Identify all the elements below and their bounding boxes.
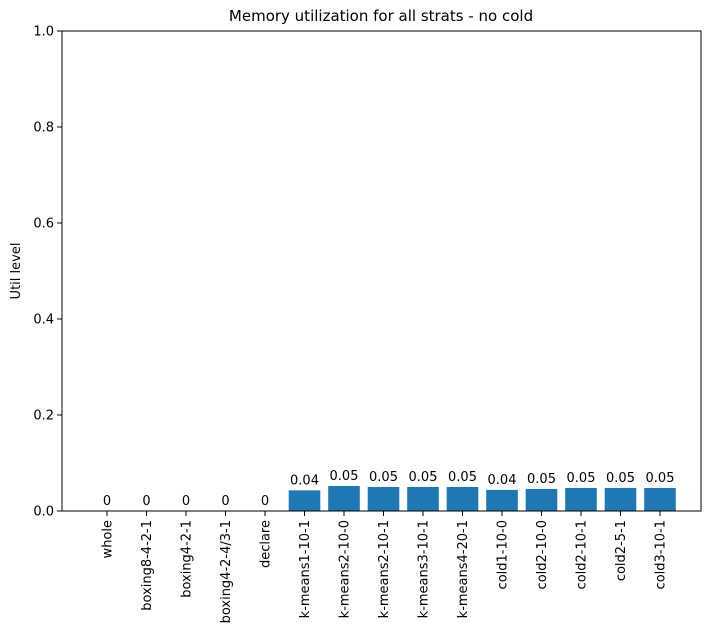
x-tick-label: k-means4-20-1	[456, 520, 471, 618]
data-label: 0	[261, 494, 269, 509]
bar	[644, 487, 676, 511]
bar	[407, 487, 439, 511]
x-tick-label: k-means2-10-1	[377, 520, 392, 618]
x-tick-label: cold2-10-0	[535, 520, 550, 589]
data-label: 0	[103, 494, 111, 509]
data-label: 0.05	[330, 469, 359, 484]
y-tick-label: 0.8	[33, 121, 54, 136]
x-tick-label: k-means3-10-1	[417, 520, 432, 618]
bars-layer: 0 0 0 0 0 0.04 0.05 0.05 0.05 0.05 0.04 0.05 0.05 0.0…	[103, 469, 676, 511]
data-label: 0	[142, 494, 150, 509]
y-tick-label: 0.4	[33, 313, 54, 328]
x-tick-label: k-means2-10-0	[338, 520, 353, 618]
x-tick-label: cold3-10-1	[654, 520, 669, 589]
y-tick-label: 0.0	[33, 505, 54, 520]
bar	[486, 489, 518, 511]
data-label: 0.05	[567, 471, 596, 486]
data-label: 0.04	[290, 473, 319, 488]
chart-title: Memory utilization for all strats - no c…	[229, 7, 533, 25]
ticks-layer: 0.0 0.2 0.4 0.6 0.8 1.0 whole boxing8-4-2-1 boxi…	[33, 25, 668, 624]
x-tick-label: boxing4-2-1	[180, 520, 195, 598]
x-tick-label: boxing8-4-2-1	[140, 520, 155, 611]
data-label: 0.05	[606, 471, 635, 486]
bar	[565, 487, 597, 511]
bar	[604, 487, 637, 511]
plot-frame	[61, 30, 702, 512]
x-tick-label: cold2-5-1	[614, 520, 629, 581]
data-label: 0.05	[448, 470, 477, 485]
data-label: 0	[182, 494, 190, 509]
bar	[288, 490, 321, 511]
data-label: 0	[221, 494, 229, 509]
bar	[525, 488, 558, 511]
bar	[328, 486, 360, 511]
y-tick-label: 0.2	[33, 409, 54, 424]
bar	[367, 487, 400, 511]
y-tick-label: 1.0	[33, 25, 54, 40]
x-tick-label: k-means1-10-1	[298, 520, 313, 618]
data-label: 0.05	[527, 472, 556, 487]
data-label: 0.05	[646, 471, 675, 486]
x-tick-label: cold1-10-0	[496, 520, 511, 589]
data-label: 0.05	[369, 470, 398, 485]
x-tick-label: cold2-10-1	[575, 520, 590, 589]
data-label: 0.05	[409, 470, 438, 485]
x-tick-label: whole	[101, 520, 116, 558]
bar	[446, 487, 479, 511]
y-axis-label: Util level	[9, 243, 24, 300]
x-tick-label: declare	[259, 520, 274, 568]
data-label: 0.04	[488, 473, 517, 488]
y-tick-label: 0.6	[33, 217, 54, 232]
x-tick-label: boxing4-2-4/3-1	[219, 520, 234, 623]
